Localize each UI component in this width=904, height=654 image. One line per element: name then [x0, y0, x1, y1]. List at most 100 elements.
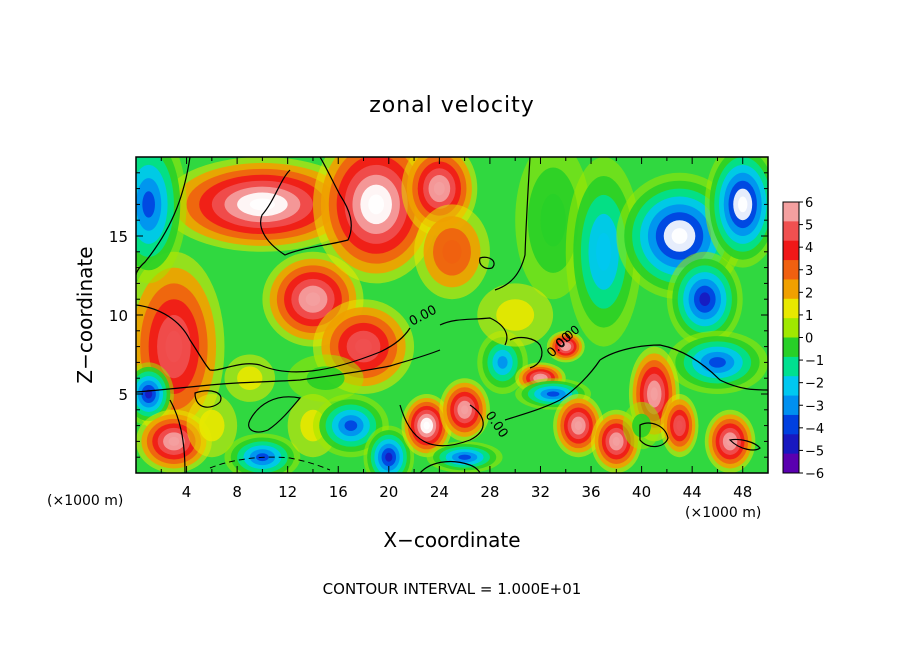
field-cell — [305, 292, 321, 306]
zero-contour-line — [209, 456, 331, 471]
colorbar-tick-label: 3 — [805, 264, 813, 279]
x-tick-label: 12 — [278, 483, 297, 501]
field-cell — [726, 436, 734, 446]
zero-contour-line — [260, 157, 352, 256]
x-axis-label: X−coordinate — [383, 528, 520, 552]
zero-contour-line — [419, 460, 481, 473]
zero-contour-line — [599, 344, 768, 391]
colorbar-swatch — [783, 434, 799, 455]
field-cell — [249, 198, 276, 211]
colorbar-tick-label: 6 — [805, 196, 813, 211]
field-cell — [563, 344, 569, 349]
colorbar-tick-label: 0 — [805, 332, 813, 347]
contour-interval-footer: CONTOUR INTERVAL = 1.000E+01 — [323, 580, 582, 598]
zero-contour-line — [169, 399, 186, 473]
colorbar-swatch — [783, 453, 799, 474]
colorbar-swatch — [783, 318, 799, 338]
field-cell — [496, 299, 535, 331]
field-cell — [433, 181, 445, 196]
field-cell — [344, 420, 358, 431]
field-cell — [368, 194, 385, 215]
field-cell — [497, 356, 508, 369]
colorbar-tick-label: −4 — [805, 422, 824, 437]
x-tick-label: 4 — [182, 483, 192, 501]
x-axis-unit-left: (×1000 m) — [47, 493, 123, 509]
field-cell — [306, 366, 345, 391]
x-axis-unit-right: (×1000 m) — [685, 505, 761, 521]
x-tick-label: 28 — [480, 483, 499, 501]
field-cell — [355, 338, 372, 355]
colorbar-swatch — [783, 356, 799, 377]
field-cell — [458, 454, 471, 460]
colorbar-swatch — [783, 376, 799, 397]
field-cell — [142, 191, 155, 218]
zero-contour-line — [136, 349, 441, 393]
field-cell — [145, 389, 153, 399]
plot-area: 0.00 0.00 0.00 0.00 — [136, 157, 768, 473]
x-tick-label: 24 — [430, 483, 449, 501]
field-cell — [540, 193, 566, 247]
zero-contour-line — [504, 359, 601, 421]
colorbar: 6 5 4 3 2 1 0 −1 −2 −3 −4 −5 −6 — [782, 196, 824, 482]
zero-contour-line — [248, 396, 302, 433]
zero-contour-line — [479, 256, 495, 270]
zero-contour-line — [494, 157, 531, 291]
field-cell — [461, 405, 469, 415]
colorbar-tick-label: 2 — [805, 286, 813, 301]
colorbar-tick-label: 4 — [805, 241, 813, 256]
field-cell — [237, 366, 263, 391]
zero-contour-line — [194, 390, 222, 408]
field-layer — [136, 157, 768, 473]
y-axis-label: Z−coordinate — [73, 246, 97, 383]
colorbar-tick-label: −3 — [805, 399, 824, 414]
zero-contour-line — [728, 438, 761, 451]
chart-title: zonal velocity — [369, 93, 535, 118]
x-tick-label: 8 — [232, 483, 242, 501]
colorbar-swatch — [783, 395, 799, 416]
field-cell — [199, 409, 225, 442]
x-tick-label: 16 — [329, 483, 348, 501]
zero-contour-line — [399, 404, 484, 447]
colorbar-swatch — [783, 337, 799, 358]
field-cell — [650, 387, 658, 401]
colorbar-tick-label: −1 — [805, 354, 824, 369]
y-tick-label: 10 — [109, 307, 128, 325]
field-cell — [596, 232, 612, 271]
field-cell — [574, 421, 583, 431]
y-tick-label: 5 — [118, 386, 128, 404]
colorbar-swatch — [783, 414, 799, 435]
x-tick-label: 40 — [632, 483, 651, 501]
zero-contour-line — [509, 336, 543, 369]
y-tick-label: 15 — [109, 228, 128, 246]
field-cell — [632, 413, 652, 438]
field-cell — [612, 436, 620, 446]
field-cell — [385, 452, 393, 462]
field-cell — [671, 228, 688, 244]
colorbar-swatch — [783, 279, 799, 300]
colorbar-swatch — [783, 260, 799, 280]
x-tick-label: 20 — [379, 483, 398, 501]
field-cell — [699, 292, 711, 306]
x-tick-label: 32 — [531, 483, 550, 501]
field-cell — [737, 196, 748, 213]
colorbar-swatch — [783, 298, 799, 319]
colorbar-tick-label: −2 — [805, 377, 824, 392]
field-cell — [442, 239, 462, 264]
zero-contour-line — [639, 422, 669, 448]
colorbar-swatch — [783, 202, 799, 222]
x-tick-label: 36 — [581, 483, 600, 501]
field-cell — [168, 436, 180, 446]
x-tick-label: 44 — [683, 483, 702, 501]
zero-contour-line — [439, 317, 508, 346]
colorbar-tick-label: 5 — [805, 219, 813, 234]
zero-contour-line — [136, 304, 411, 373]
field-cell — [709, 357, 726, 368]
field-cell — [423, 421, 430, 430]
colorbar-tick-label: −5 — [805, 444, 824, 459]
colorbar-swatch — [783, 221, 799, 242]
x-tick-label: 48 — [733, 483, 752, 501]
field-cell — [546, 391, 560, 397]
field-cell — [165, 330, 183, 363]
